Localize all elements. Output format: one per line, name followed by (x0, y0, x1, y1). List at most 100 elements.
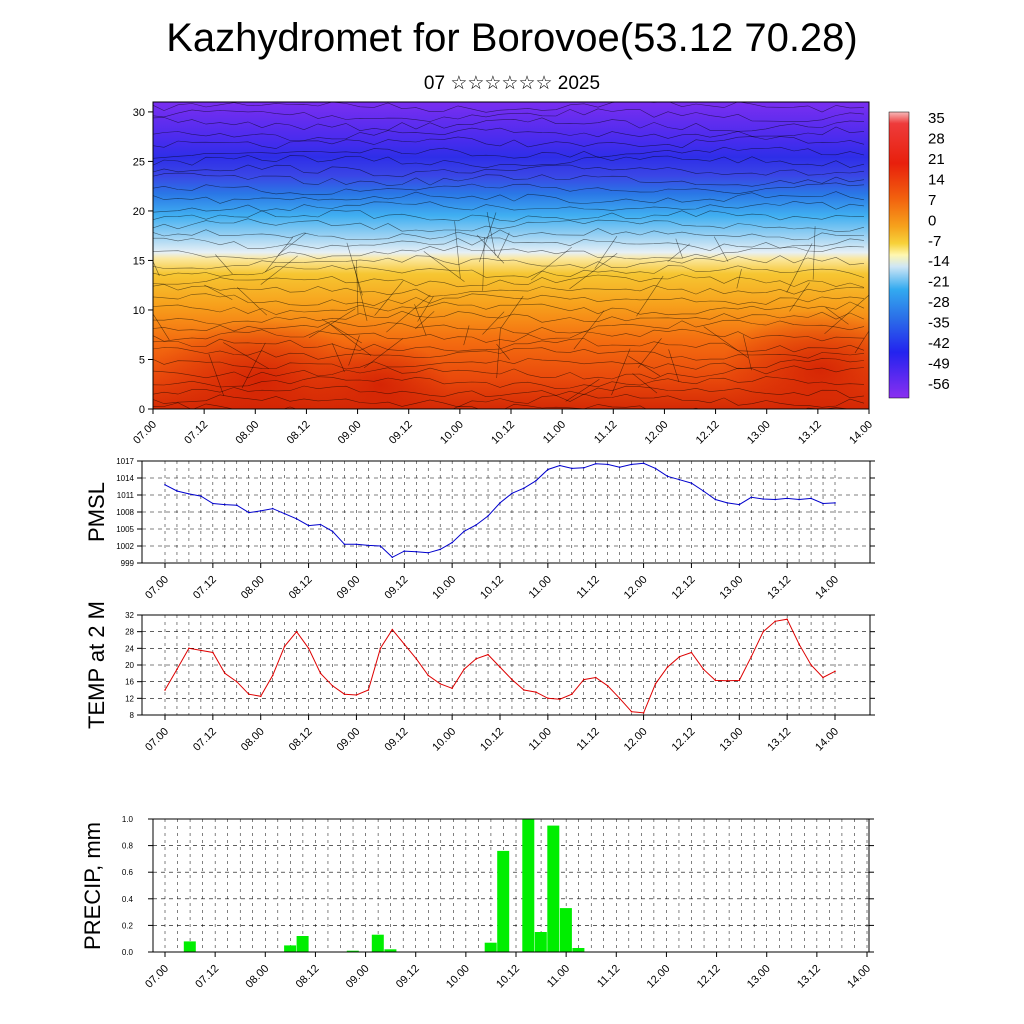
wind-streamline (415, 311, 435, 329)
xtick-label: 14.00 (813, 726, 841, 754)
wind-streamline (476, 234, 505, 264)
xtick-label: 10.00 (430, 574, 458, 602)
data-point (618, 466, 621, 469)
colorbar-label: 28 (928, 130, 945, 147)
wind-streamline (153, 365, 865, 380)
ytick-label: 999 (121, 559, 135, 568)
wind-streamline (215, 254, 233, 275)
xtick-label: 08.12 (294, 963, 322, 991)
wind-streamline (486, 212, 496, 256)
heatmap-xtick-label: 08.00 (233, 419, 261, 447)
colorbar-label: -14 (928, 253, 950, 270)
wind-streamline (236, 287, 268, 316)
wind-streamline (417, 296, 434, 322)
wind-streamline (825, 307, 849, 325)
wind-streamline (153, 301, 865, 316)
data-point (678, 478, 681, 481)
wind-streamline (204, 284, 233, 300)
wind-streamline (153, 164, 865, 178)
precip-panel: 0.0 0.2 0.4 0.6 0.8 1.0 07.00 07.12 08.00 08.12 09… (80, 815, 874, 991)
wind-streamline (565, 379, 600, 402)
heatmap-xtick-label: 08.12 (285, 419, 313, 447)
xtick-label: 12.00 (622, 574, 650, 602)
wind-streamline (363, 338, 404, 369)
data-point (714, 498, 717, 501)
data-point (439, 683, 442, 685)
xtick-label: 07.12 (193, 963, 221, 991)
colorbar-label: -56 (928, 376, 950, 393)
heatmap-xtick-label: 13.00 (745, 419, 773, 447)
data-point (774, 498, 776, 501)
colorbar-label: -49 (928, 356, 950, 373)
data-point (379, 545, 382, 547)
precip-bar (534, 932, 547, 952)
data-point (762, 498, 764, 500)
temp-ylabel: TEMP at 2 M (84, 601, 109, 729)
data-point (355, 694, 358, 696)
xtick-label: 09.12 (394, 963, 422, 991)
precip-bars (183, 819, 585, 952)
wind-streamline (636, 275, 664, 317)
ytick-label: 0.0 (122, 948, 134, 957)
colorbar-label: 0 (928, 212, 936, 229)
data-point (475, 658, 477, 660)
heatmap-ytick-label: 5 (139, 354, 145, 366)
xtick-label: 13.00 (745, 963, 773, 991)
wind-streamline (423, 251, 465, 282)
wind-streamline (153, 347, 865, 361)
wind-streamline (264, 237, 294, 273)
ytick-label: 1017 (116, 457, 134, 466)
wind-streamline (153, 146, 865, 159)
wind-streamline (153, 182, 865, 196)
data-point (798, 643, 800, 645)
data-point (642, 712, 645, 714)
temp-panel: 8 12 16 20 24 28 32 07.00 07.12 08.00 08.12 09.00 09… (84, 601, 875, 754)
xtick-label: 11.12 (595, 963, 622, 990)
wind-streamline (348, 335, 360, 366)
heatmap-xtick-label: 13.12 (796, 419, 824, 447)
xtick-label: 07.00 (143, 963, 171, 991)
data-point (331, 685, 334, 687)
wind-streamline (530, 246, 572, 281)
wind-streamline (153, 376, 865, 390)
data-point (439, 548, 442, 551)
colorbar-label: 35 (928, 110, 945, 127)
data-point (248, 511, 250, 514)
xtick-label: 07.12 (191, 726, 219, 754)
data-point (535, 480, 537, 482)
xtick-label: 11.12 (574, 726, 601, 753)
wind-streamline (223, 342, 269, 369)
data-point (654, 683, 657, 685)
data-point (271, 507, 274, 510)
data-point (403, 550, 406, 552)
xtick-label: 11.00 (527, 726, 554, 753)
data-point (403, 643, 406, 645)
colorbar-label: -42 (928, 335, 950, 352)
heatmap-ytick-label: 30 (133, 107, 145, 119)
precip-bar (296, 936, 309, 952)
heatmap-ytick-label: 25 (133, 156, 145, 168)
colorbar-label: -21 (928, 274, 950, 291)
data-point (200, 495, 202, 497)
xtick-label: 13.12 (795, 963, 823, 991)
wind-streamline (153, 155, 865, 169)
wind-streamline (463, 325, 470, 346)
heatmap-xtick-label: 12.00 (643, 419, 671, 447)
data-point (702, 668, 705, 670)
wind-streamline (153, 245, 865, 260)
ytick-label: 16 (125, 678, 134, 687)
xtick-label: 10.00 (430, 726, 458, 754)
data-point (487, 653, 489, 656)
data-point (547, 468, 549, 471)
wind-streamline (496, 343, 510, 360)
wind-streamline (153, 319, 865, 334)
wind-streamline (153, 117, 865, 132)
wind-streamline (153, 385, 865, 399)
wind-streamline (496, 327, 501, 379)
wind-streamline (854, 330, 869, 354)
wind-streamline (667, 243, 690, 262)
heatmap-xtick-label: 14.00 (847, 419, 875, 447)
data-point (391, 628, 394, 631)
xtick-label: 07.00 (143, 726, 171, 754)
